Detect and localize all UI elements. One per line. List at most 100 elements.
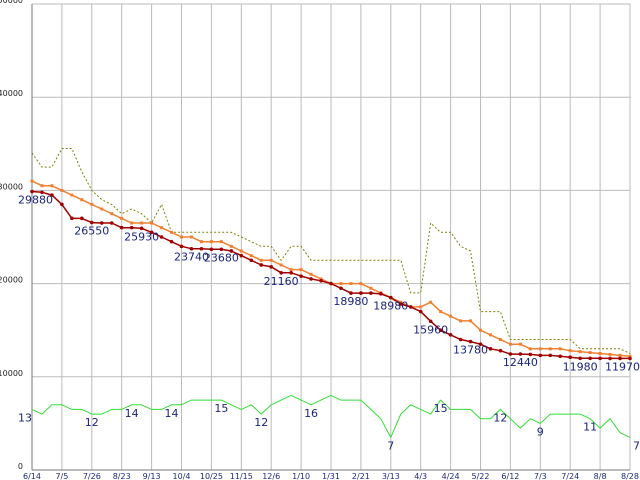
count-data-label: 7 [387,439,394,452]
average-point [130,221,134,225]
price-point [438,328,443,333]
price-point [159,235,164,239]
price-point [468,339,473,344]
average-point [449,314,453,318]
average-point [140,221,144,225]
price-point [269,265,274,269]
price-point [40,190,44,195]
x-tick-label: 4/3 [414,472,427,480]
price-data-label: 12440 [503,356,538,369]
count-data-label: 12 [254,416,268,429]
price-point [50,193,54,197]
average-point [209,240,213,244]
average-point [558,347,562,351]
price-data-label: 11970 [605,360,640,373]
average-point [598,352,602,355]
x-tick-label: 6/12 [501,472,519,480]
price-point [339,286,343,291]
price-point [209,247,214,252]
price-point [169,239,174,244]
average-point [508,342,512,346]
price-point [129,225,134,230]
price-point [488,347,493,351]
price-point [139,226,144,231]
x-tick-label: 12/6 [262,472,280,480]
x-tick-label: 7/5 [55,472,68,480]
price-point [80,216,84,221]
y-axis-tick-labels: 0 10000 20000 30000 40000 50000 [0,0,23,471]
average-point [70,193,74,197]
price-point [498,348,503,353]
x-tick-label: 8/8 [594,472,607,480]
average-point [110,212,114,216]
average-point [199,240,203,244]
average-point [419,305,423,309]
average-point [50,184,54,188]
average-point [180,235,183,239]
y-tick-label: 20000 [0,276,23,285]
price-point [448,333,453,337]
price-point [70,216,74,221]
average-point [120,216,124,220]
price-point [458,337,463,342]
average-point [150,221,154,225]
price-point [558,354,563,359]
max-series-line [31,148,631,354]
y-tick-label: 40000 [0,89,23,98]
price-point [119,225,124,230]
average-point [279,263,283,267]
average-point [618,353,622,357]
price-point [259,263,264,267]
price-point [598,356,602,361]
x-tick-label: 7/24 [561,472,579,480]
price-point [618,356,622,361]
average-point [498,338,502,342]
series-markers [30,179,632,361]
price-point [30,189,34,194]
price-point [189,246,194,251]
x-tick-label: 2/21 [352,472,370,480]
price-point [289,270,293,275]
average-point [160,226,164,230]
average-point [269,258,273,262]
count-data-label: 15 [214,402,228,415]
count-data-label: 12 [493,411,507,424]
y-tick-label: 30000 [0,182,23,191]
price-point [359,291,363,295]
price-point [349,291,353,295]
average-point [289,268,293,272]
price-point [109,221,114,225]
count-data-label: 14 [125,407,139,420]
price-data-label: 18980 [333,295,368,308]
x-tick-label: 5/22 [472,472,490,480]
price-point [149,230,154,235]
price-point [508,352,513,356]
price-data-label: 18980 [373,300,408,313]
price-point [379,292,383,296]
average-point [608,352,612,356]
price-point [99,221,104,225]
x-tick-label: 7/26 [83,472,101,480]
x-tick-label: 10/4 [173,472,191,480]
average-point [548,347,552,351]
price-data-label: 26550 [74,225,109,238]
average-point [578,350,582,354]
price-data-label: 15960 [413,323,448,336]
price-data-label: 11980 [563,360,598,373]
price-point [398,302,403,306]
average-point [249,254,253,258]
y-tick-label: 10000 [0,369,23,378]
price-point [418,309,423,314]
price-point [249,258,254,263]
average-point [170,230,174,234]
price-point [299,274,303,278]
average-point [479,328,482,332]
average-point [399,300,403,304]
count-data-label: 9 [537,425,544,438]
price-data-label: 21160 [264,275,299,288]
price-point [588,356,592,361]
x-tick-label: 11/15 [230,472,253,480]
x-tick-label: 10/25 [200,472,223,480]
